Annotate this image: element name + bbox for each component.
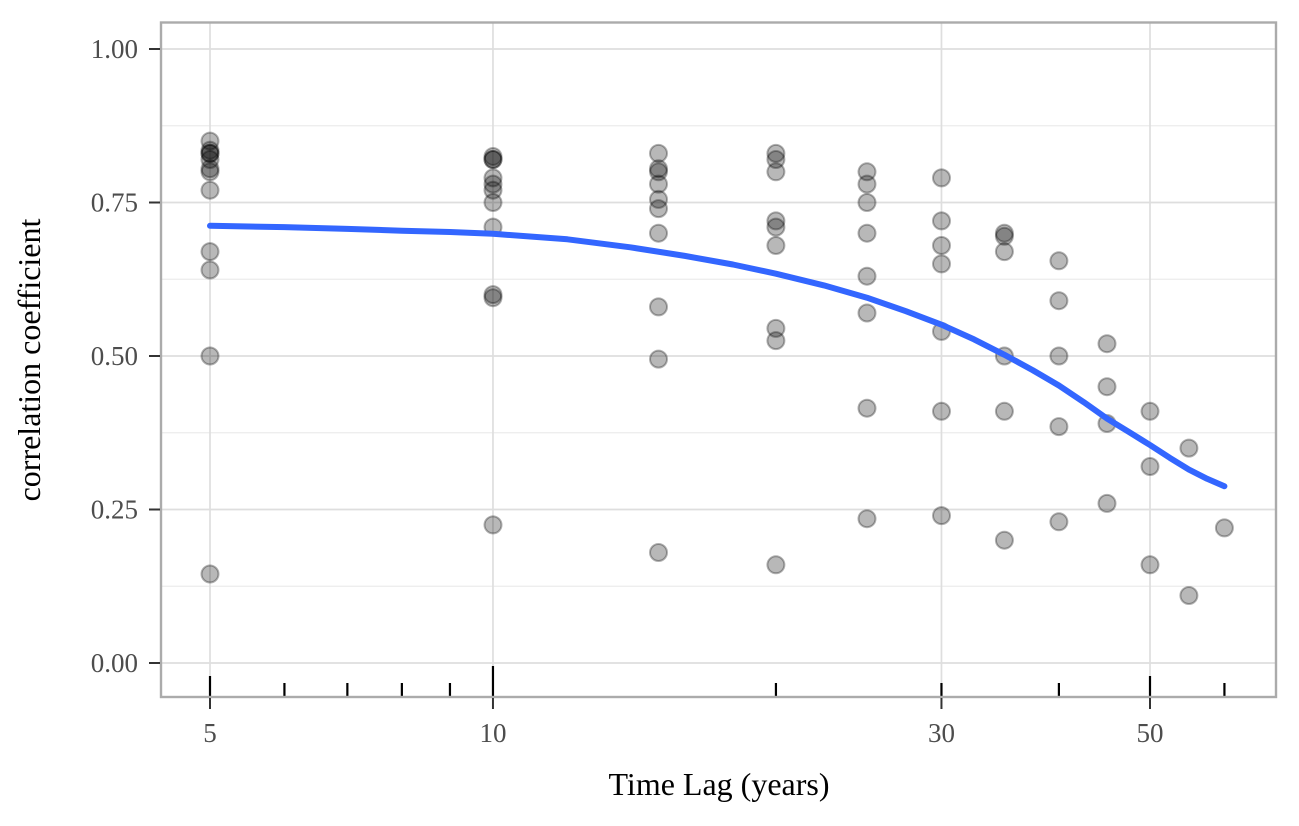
data-point: [483, 180, 503, 200]
data-point: [1097, 334, 1117, 354]
x-tick-label: 30: [928, 718, 955, 748]
data-point: [766, 318, 786, 338]
axis-tick-marks: [149, 48, 1151, 709]
data-point: [200, 150, 220, 169]
data-point: [200, 143, 220, 163]
data-point: [766, 143, 786, 163]
data-point: [766, 555, 786, 575]
data-point: [857, 223, 877, 243]
data-point: [857, 509, 877, 529]
data-point: [483, 174, 503, 194]
data-point: [1179, 438, 1199, 458]
data-points-layer: [200, 131, 1234, 605]
data-point: [200, 180, 220, 200]
y-tick-label: 1.00: [91, 34, 138, 64]
x-tick-label: 50: [1137, 718, 1164, 748]
y-tick-label: 0.00: [91, 648, 138, 678]
data-point: [483, 193, 503, 212]
smooth-line-layer: [207, 222, 1228, 490]
smooth-line: [207, 222, 1228, 490]
x-tick-label: 10: [479, 718, 506, 748]
data-point: [483, 150, 503, 169]
data-point: [200, 131, 220, 151]
data-point: [649, 349, 668, 369]
data-point: [649, 143, 668, 163]
data-point: [200, 346, 220, 366]
data-point: [200, 242, 220, 262]
data-point: [1140, 401, 1160, 421]
data-point: [994, 401, 1014, 421]
data-point: [649, 297, 668, 317]
x-axis-tick-labels: 5 10 30 50: [203, 718, 1163, 748]
data-point: [857, 266, 877, 286]
data-point: [1140, 457, 1160, 476]
data-point: [1097, 493, 1117, 513]
data-point: [766, 162, 786, 182]
y-axis-title: correlation coefficient: [11, 218, 47, 501]
data-point: [994, 242, 1014, 262]
data-point: [649, 189, 668, 209]
data-point: [483, 147, 503, 166]
x-tick-label: 5: [203, 718, 217, 748]
data-point: [649, 199, 668, 219]
data-point: [1179, 586, 1199, 605]
data-point: [932, 211, 951, 231]
data-point: [649, 223, 668, 243]
data-point: [766, 331, 786, 351]
data-point: [1049, 251, 1069, 271]
data-point: [483, 285, 503, 305]
data-point: [932, 168, 951, 188]
data-point: [483, 168, 503, 188]
data-point: [483, 150, 503, 169]
major-gridlines: [161, 22, 1276, 697]
data-point: [994, 226, 1014, 246]
y-tick-label: 0.50: [91, 341, 138, 371]
data-point: [1214, 518, 1234, 538]
data-point: [200, 143, 220, 163]
data-point: [932, 401, 951, 421]
minor-gridlines: [161, 125, 1276, 587]
data-point: [766, 211, 786, 231]
data-point: [1097, 377, 1117, 397]
data-point: [649, 174, 668, 194]
data-point: [200, 159, 220, 179]
data-point: [1049, 512, 1069, 532]
data-point: [200, 140, 220, 160]
data-point: [766, 150, 786, 169]
y-tick-label: 0.25: [91, 495, 138, 525]
data-point: [857, 162, 877, 182]
data-point: [200, 260, 220, 280]
data-point: [649, 162, 668, 182]
data-point: [1049, 417, 1069, 437]
y-tick-label: 0.75: [91, 188, 138, 218]
x-axis-title: Time Lag (years): [609, 766, 830, 802]
data-point: [200, 162, 220, 182]
data-point: [483, 288, 503, 308]
data-point: [649, 543, 668, 562]
log-tick-marks: [208, 666, 1226, 696]
data-point: [857, 303, 877, 323]
data-point: [857, 398, 877, 418]
data-point: [857, 174, 877, 194]
data-point: [766, 217, 786, 237]
y-axis-tick-labels: 0.00 0.25 0.50 0.75 1.00: [91, 34, 138, 678]
panel-border: [159, 21, 1278, 699]
data-point: [1049, 291, 1069, 311]
data-point: [994, 223, 1014, 243]
data-point: [994, 530, 1014, 550]
data-point: [649, 159, 668, 179]
data-point: [932, 506, 951, 526]
data-point: [1049, 346, 1069, 366]
data-point: [483, 515, 503, 535]
data-point: [932, 254, 951, 274]
data-point: [932, 236, 951, 255]
data-point: [200, 564, 220, 584]
data-point: [1140, 555, 1160, 575]
data-point: [766, 236, 786, 255]
data-point: [857, 193, 877, 212]
